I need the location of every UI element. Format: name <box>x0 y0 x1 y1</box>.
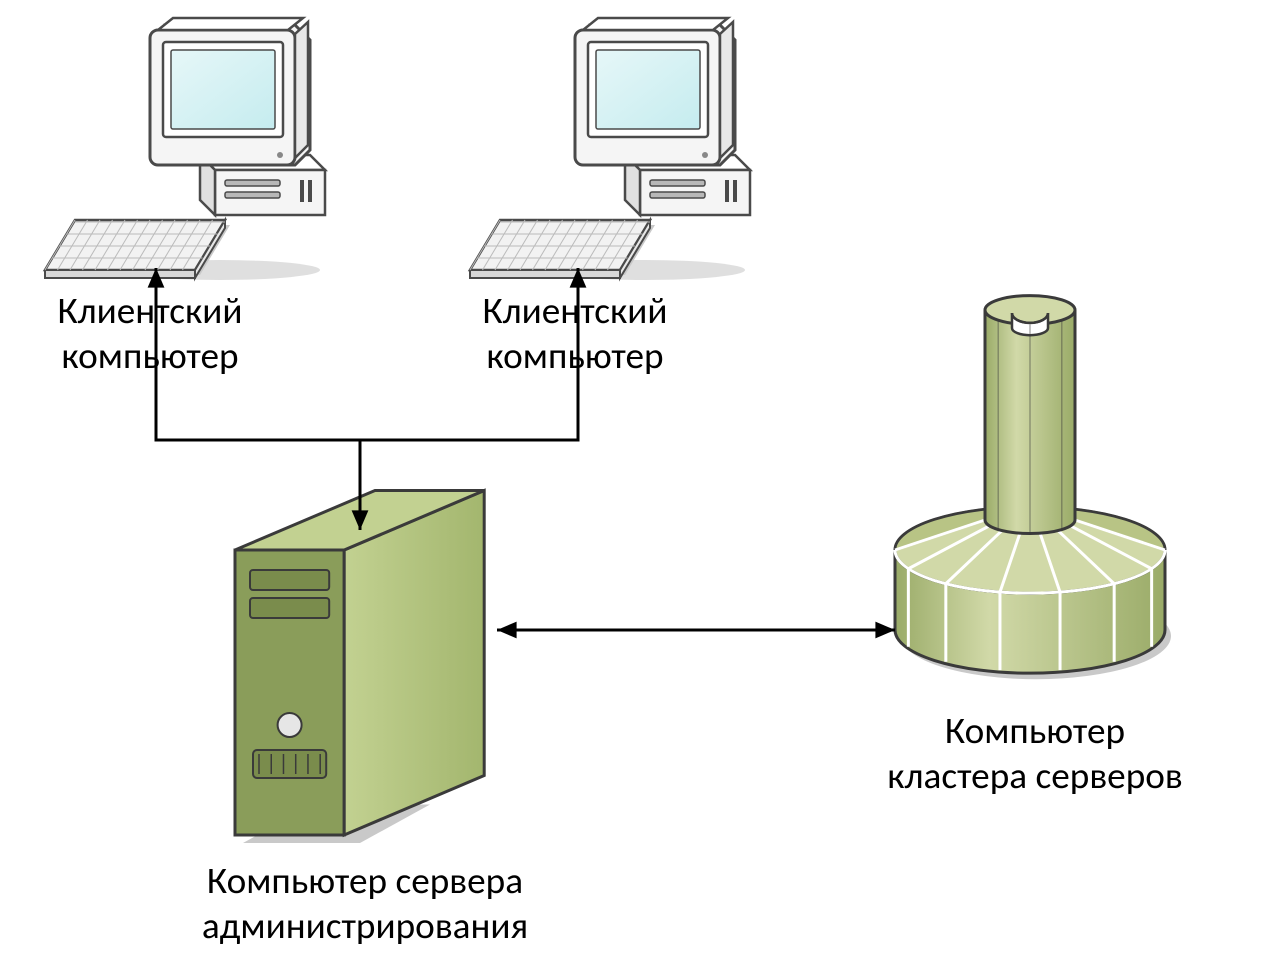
diagram-canvas: Клиентский компьютер Клиентский компьютер… <box>0 0 1272 972</box>
diagram-svg <box>0 0 1272 972</box>
node-label-client1: Клиентский компьютер <box>20 290 280 379</box>
node-label-admin_server: Компьютер сервера администрирования <box>135 860 595 949</box>
node-label-client2: Клиентский компьютер <box>445 290 705 379</box>
node-label-cluster: Компьютер кластера серверов <box>855 710 1215 799</box>
